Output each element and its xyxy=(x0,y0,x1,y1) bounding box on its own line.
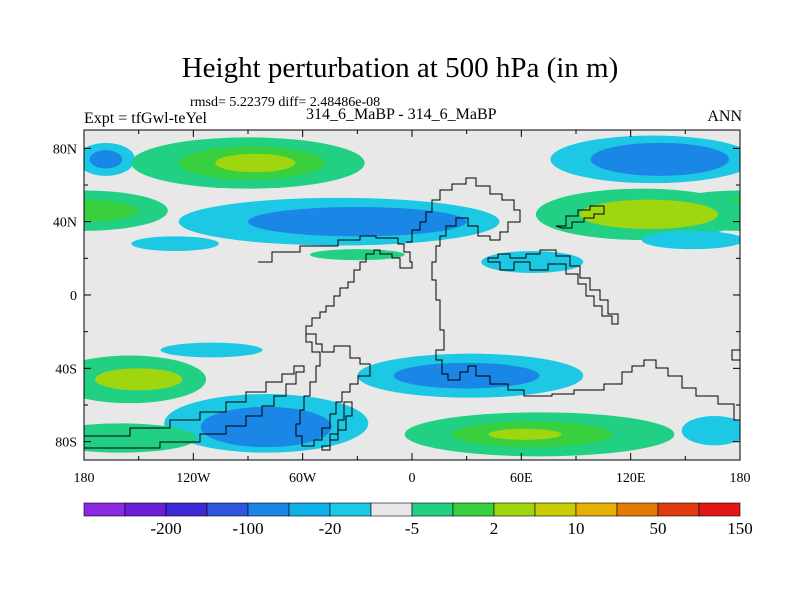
colorbar-label: -20 xyxy=(319,519,342,538)
colorbar-label: 150 xyxy=(727,519,753,538)
coastline-antarctic-peninsula xyxy=(84,365,305,449)
center-label: 314_6_MaBP - 314_6_MaBP xyxy=(306,106,497,123)
contour-region-20 xyxy=(94,368,183,391)
contour-region-12 xyxy=(131,236,219,252)
colorbar-box xyxy=(616,502,659,517)
y-tick-label: 80N xyxy=(53,142,77,157)
x-axis: 180 120W 60W 0 60E 120E 180 xyxy=(74,130,751,486)
colorbar-label: 50 xyxy=(650,519,667,538)
contour-region-13 xyxy=(309,249,405,261)
coastline-asia-east xyxy=(487,249,619,325)
colorbar-box xyxy=(411,502,454,517)
x-tick-label: 120E xyxy=(616,471,646,486)
x-tick-label: 180 xyxy=(730,471,751,486)
contour-region-29 xyxy=(681,416,740,446)
coastline-southern-ocean xyxy=(321,401,353,451)
left-label: Expt = tfGwl-teYel xyxy=(84,110,207,127)
colorbar-label: -100 xyxy=(232,519,263,538)
colorbar-box xyxy=(165,502,208,517)
colorbar-label: 2 xyxy=(490,519,499,538)
colorbar-box xyxy=(83,502,126,517)
contour-region-17 xyxy=(641,230,740,250)
coastline-eurasia-africa xyxy=(406,177,740,421)
contour-region-11 xyxy=(248,207,467,237)
y-tick-label: 0 xyxy=(70,289,77,304)
colorbar-label: -5 xyxy=(405,519,419,538)
stats-line: rmsd= 5.22379 diff= 2.48486e-08 xyxy=(190,95,381,110)
chart-title: Height perturbation at 500 hPa (in m) xyxy=(181,52,619,84)
colorbar-box xyxy=(247,502,290,517)
contour-region-22 xyxy=(393,362,540,389)
y-axis: 80N 40N 0 40S 80S xyxy=(53,142,740,451)
coastline-north-america xyxy=(258,235,413,334)
contour-region-5 xyxy=(215,153,296,173)
coastline-south-america xyxy=(295,333,371,447)
y-tick-label: 80S xyxy=(55,436,77,451)
x-tick-label: 60E xyxy=(510,471,533,486)
colorbar-label: 10 xyxy=(568,519,585,538)
colorbar-box xyxy=(452,502,495,517)
island-marker xyxy=(731,349,740,361)
x-tick-label: 60W xyxy=(289,471,317,486)
contour-fill-layer xyxy=(84,135,740,457)
x-tick-label: 180 xyxy=(74,471,95,486)
contour-region-9 xyxy=(84,199,139,222)
x-tick-label: 0 xyxy=(409,471,416,486)
contour-region-28 xyxy=(488,428,562,440)
contour-region-2 xyxy=(89,150,123,169)
coastline-northern-rim xyxy=(555,205,605,229)
contour-region-18 xyxy=(160,342,263,358)
contour-region-15 xyxy=(579,199,719,229)
colorbar-box xyxy=(206,502,249,517)
y-tick-label: 40S xyxy=(55,362,77,377)
colorbar-box xyxy=(288,502,331,517)
colorbar-box xyxy=(329,502,372,517)
contour-region-25 xyxy=(84,423,197,453)
colorbar-box xyxy=(370,502,413,517)
y-tick-label: 40N xyxy=(53,216,77,231)
colorbar-box xyxy=(493,502,536,517)
x-tick-label: 120W xyxy=(176,471,211,486)
right-label: ANN xyxy=(707,108,742,125)
colorbar-box xyxy=(534,502,577,517)
colorbar-label: -200 xyxy=(150,519,181,538)
coastline-layer xyxy=(84,177,740,460)
colorbar-box xyxy=(657,502,700,517)
colorbar: -200 -100 -20 -5 2 10 50 150 xyxy=(83,502,753,538)
contour-region-24 xyxy=(200,406,332,448)
colorbar-box xyxy=(698,502,741,517)
contour-region-7 xyxy=(590,142,730,176)
colorbar-box xyxy=(124,502,167,517)
colorbar-box xyxy=(575,502,618,517)
